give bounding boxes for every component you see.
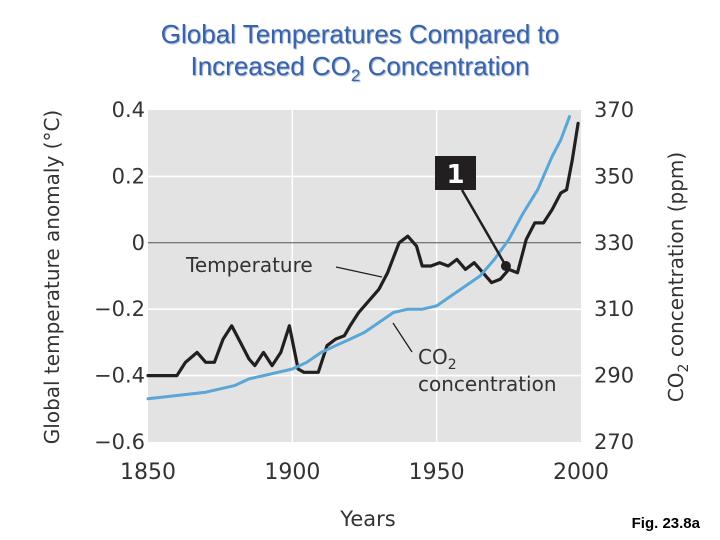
x-tick-label: 1900 xyxy=(264,460,320,485)
title-line-1: Global Temperatures Compared to xyxy=(160,19,560,49)
figure-label: Fig. 23.8a xyxy=(631,515,700,532)
y-tick-label-left: 0 xyxy=(132,231,145,255)
plot-area xyxy=(148,110,581,442)
y-tick-label-left: −0.2 xyxy=(94,297,145,321)
y-tick-label-right: 270 xyxy=(594,430,634,454)
y-tick-label-right: 290 xyxy=(594,364,634,388)
y-axis-label-left: Global temperature anomaly (°C) xyxy=(40,110,64,444)
x-tick-label: 1950 xyxy=(409,460,465,485)
y-tick-label-right: 350 xyxy=(594,164,634,188)
temperature-line xyxy=(146,121,580,378)
marker-box xyxy=(435,156,476,190)
y-tick-label-left: 0.4 xyxy=(112,98,145,122)
co2-leader-line xyxy=(392,322,413,353)
x-tick-label: 2000 xyxy=(553,460,609,485)
title-line-2: Increased CO2 Concentration xyxy=(190,51,530,86)
chart-title: Global Temperatures Compared to Increase… xyxy=(0,18,720,92)
y-tick-label-right: 330 xyxy=(594,231,634,255)
y-tick-label-left: −0.4 xyxy=(94,364,145,388)
marker-dot xyxy=(500,261,511,272)
right-axis-ticks: 370 350 330 310 290 270 xyxy=(594,98,634,454)
co2-label-line-2: concentration xyxy=(418,372,557,396)
y-tick-label-left: −0.6 xyxy=(94,430,145,454)
left-axis-ticks: 0.4 0.2 0 −0.2 −0.4 −0.6 xyxy=(94,98,145,454)
temperature-label: Temperature xyxy=(185,253,313,277)
x-tick-label: 1850 xyxy=(120,460,176,485)
co2-label: CO2 xyxy=(418,345,457,373)
annotation-marker-1: 1 xyxy=(435,156,511,272)
marker-label: 1 xyxy=(446,160,464,190)
x-axis-ticks: 1850 1900 1950 2000 xyxy=(120,460,609,485)
y-tick-label-left: 0.2 xyxy=(112,164,145,188)
marker-pointer-line xyxy=(460,189,508,267)
co2-line xyxy=(146,115,571,401)
series-layer xyxy=(146,115,580,401)
x-axis-label: Years xyxy=(339,507,395,531)
y-axis-label-right: CO2 concentration (ppm) xyxy=(664,152,692,402)
y-tick-label-right: 310 xyxy=(594,297,634,321)
temperature-leader-line xyxy=(335,266,383,278)
y-tick-label-right: 370 xyxy=(594,98,634,122)
